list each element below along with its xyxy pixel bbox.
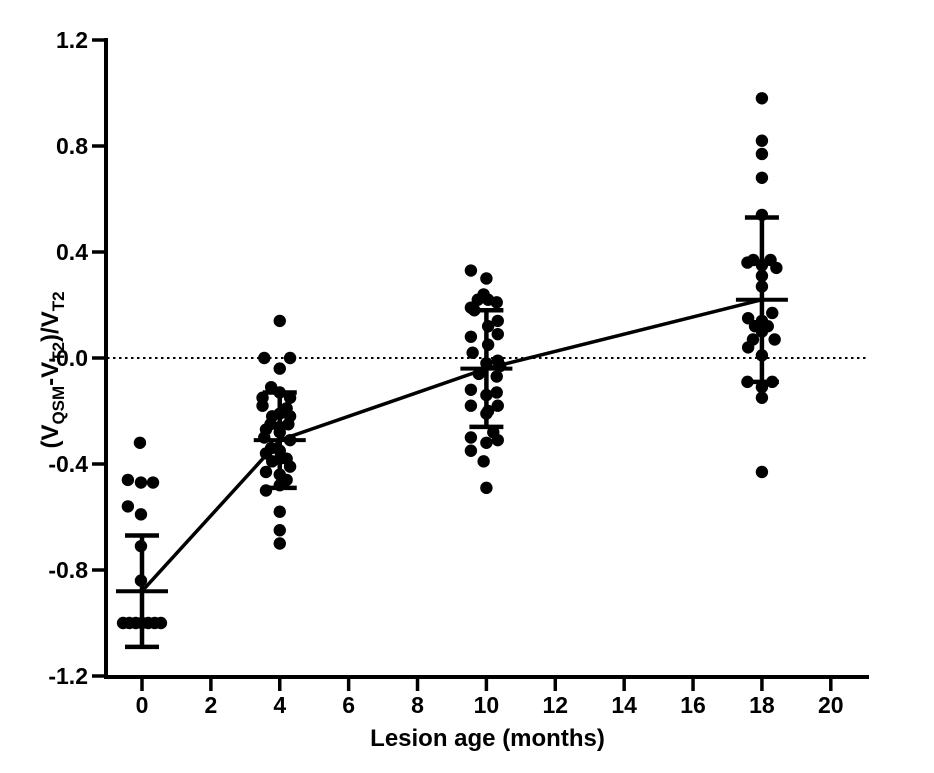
data-point bbox=[480, 436, 493, 449]
data-point bbox=[259, 465, 273, 479]
data-point bbox=[480, 357, 493, 370]
x-tick-label: 4 bbox=[273, 692, 286, 718]
data-point bbox=[273, 537, 286, 550]
data-point bbox=[464, 399, 478, 412]
data-point bbox=[766, 375, 779, 389]
x-tick-label: 20 bbox=[818, 692, 844, 718]
data-point bbox=[121, 473, 135, 487]
data-point bbox=[283, 433, 297, 447]
y-tick-label: 1.2 bbox=[56, 27, 88, 53]
data-point bbox=[480, 481, 493, 495]
data-point bbox=[480, 272, 493, 285]
data-point bbox=[768, 333, 781, 346]
data-point bbox=[755, 269, 769, 283]
x-tick-label: 8 bbox=[411, 692, 424, 718]
y-axis-label: (VQSM-VT2)/VT2 bbox=[37, 291, 68, 448]
data-point bbox=[755, 134, 769, 147]
data-point bbox=[273, 505, 286, 518]
data-point bbox=[755, 349, 769, 362]
data-point bbox=[273, 426, 286, 439]
data-point bbox=[755, 325, 769, 338]
data-point bbox=[273, 314, 286, 328]
x-tick-label: 14 bbox=[611, 692, 637, 718]
data-point bbox=[490, 370, 503, 383]
data-point bbox=[134, 508, 148, 521]
data-point bbox=[134, 476, 148, 489]
trend-line bbox=[140, 298, 763, 593]
data-point bbox=[468, 304, 481, 317]
data-point bbox=[493, 359, 507, 373]
data-point bbox=[283, 351, 297, 365]
x-axis-label: Lesion age (months) bbox=[370, 725, 605, 752]
data-point bbox=[755, 391, 769, 404]
data-point bbox=[133, 436, 147, 449]
data-point bbox=[464, 330, 478, 343]
y-tick-label: -0.8 bbox=[48, 557, 88, 583]
data-point bbox=[464, 383, 478, 396]
data-point bbox=[491, 314, 504, 328]
data-point bbox=[256, 399, 269, 412]
data-point bbox=[273, 362, 286, 375]
y-tick-label: 0.4 bbox=[56, 239, 88, 265]
data-point bbox=[755, 380, 769, 394]
data-point bbox=[464, 444, 478, 457]
data-point bbox=[741, 375, 754, 389]
data-point bbox=[154, 616, 168, 630]
data-point bbox=[283, 391, 297, 404]
data-point bbox=[480, 388, 493, 402]
x-tick-label: 16 bbox=[680, 692, 706, 718]
data-point bbox=[490, 386, 503, 399]
data-point bbox=[491, 399, 504, 412]
data-point bbox=[741, 341, 755, 354]
data-point bbox=[134, 539, 148, 553]
data-point bbox=[464, 431, 478, 444]
data-point bbox=[273, 524, 286, 537]
data-point bbox=[273, 479, 286, 492]
data-point bbox=[146, 476, 160, 489]
data-point bbox=[481, 320, 495, 333]
data-point bbox=[121, 500, 135, 513]
data-point bbox=[283, 460, 297, 473]
x-tick-label: 0 bbox=[136, 692, 149, 718]
data-point bbox=[491, 433, 504, 447]
data-point bbox=[755, 208, 769, 222]
data-point bbox=[491, 327, 504, 341]
data-point bbox=[259, 484, 273, 497]
data-point bbox=[273, 386, 286, 399]
data-point bbox=[490, 296, 503, 309]
x-tick-label: 18 bbox=[749, 692, 775, 718]
data-point bbox=[134, 574, 148, 587]
data-point bbox=[755, 147, 769, 161]
x-tick-label: 2 bbox=[204, 692, 217, 718]
y-tick-label: -0.0 bbox=[48, 345, 88, 371]
x-tick-label: 12 bbox=[542, 692, 568, 718]
data-point bbox=[481, 338, 495, 351]
data-point bbox=[770, 261, 783, 275]
data-point bbox=[766, 306, 779, 320]
data-point bbox=[472, 367, 486, 381]
x-tick-label: 10 bbox=[474, 692, 500, 718]
data-point bbox=[258, 351, 271, 365]
data-point bbox=[755, 171, 769, 184]
data-point bbox=[477, 455, 490, 468]
data-point bbox=[466, 346, 479, 359]
data-point bbox=[282, 418, 295, 431]
data-point bbox=[480, 407, 493, 420]
data-point bbox=[258, 431, 271, 444]
y-tick-label: 0.8 bbox=[56, 133, 88, 159]
data-point bbox=[755, 92, 769, 105]
x-tick-label: 6 bbox=[342, 692, 355, 718]
y-tick-label: -0.4 bbox=[48, 451, 88, 477]
y-tick-label: -1.2 bbox=[48, 663, 88, 689]
data-point bbox=[755, 280, 769, 293]
data-point bbox=[265, 455, 279, 468]
data-point bbox=[464, 264, 478, 277]
data-point bbox=[755, 465, 769, 479]
